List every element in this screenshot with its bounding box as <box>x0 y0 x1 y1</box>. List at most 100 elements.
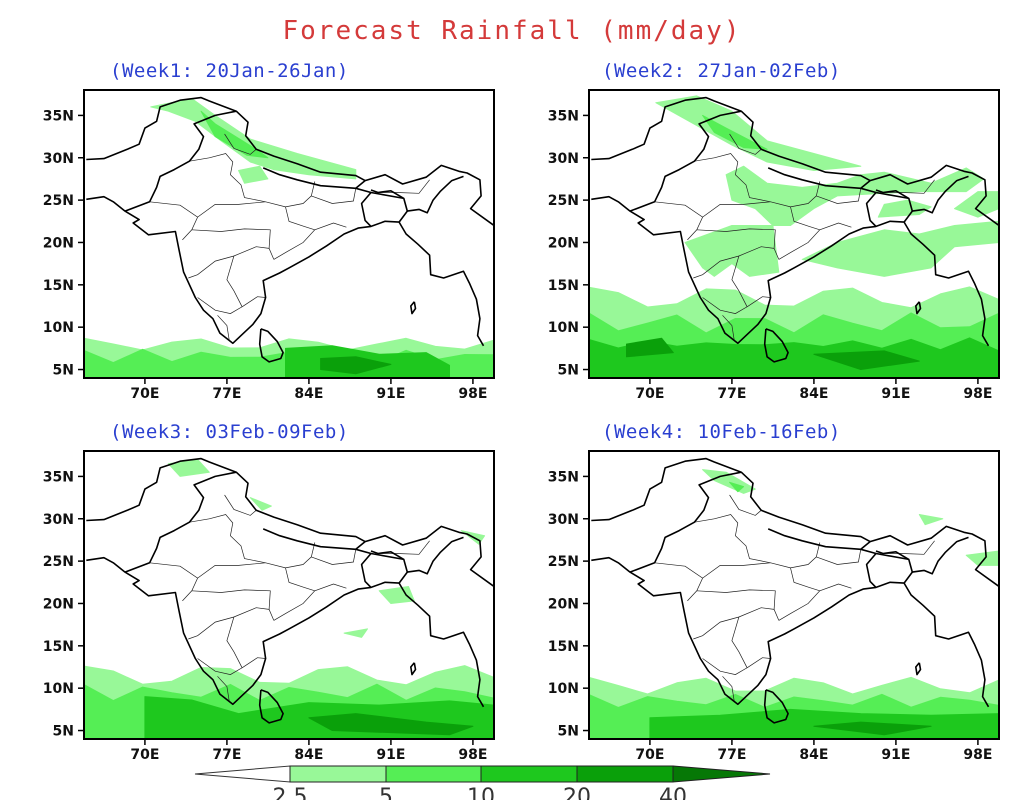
state-boundary <box>217 315 230 341</box>
rainfall-area <box>729 481 745 493</box>
lon-tick-label: 77E <box>717 386 746 402</box>
rainfall-area <box>238 165 269 184</box>
state-boundary <box>696 589 780 621</box>
lat-tick-label: 5N <box>53 724 74 740</box>
state-boundary <box>224 133 257 155</box>
state-boundary <box>188 246 270 279</box>
state-boundary <box>778 222 852 260</box>
rainfall-area <box>589 337 999 378</box>
state-boundary <box>191 589 275 621</box>
country-boundary <box>407 536 464 575</box>
rainfall-area <box>801 220 999 277</box>
rainfall-area <box>649 708 999 739</box>
state-boundary <box>702 562 771 579</box>
country-boundary <box>124 471 237 573</box>
map-frame <box>83 89 495 379</box>
lat-tick-label: 20N <box>548 235 579 251</box>
country-boundary <box>409 662 417 676</box>
lat-tick-label: 35N <box>548 469 579 485</box>
country-boundary <box>262 528 366 551</box>
state-boundary <box>729 133 762 155</box>
lat-tick-label: 30N <box>43 512 74 528</box>
country-boundary <box>86 556 485 708</box>
country-boundary <box>355 187 372 227</box>
country-boundary <box>914 662 922 676</box>
lat-tick-label: 15N <box>43 278 74 294</box>
state-boundary <box>197 255 243 314</box>
lat-tick-label: 5N <box>558 724 579 740</box>
rainfall-area <box>308 713 474 736</box>
state-boundary <box>189 153 316 208</box>
lon-tick-label: 70E <box>130 747 159 763</box>
lon-tick-label: 91E <box>376 747 405 763</box>
country-boundary <box>912 536 969 575</box>
rainfall-area <box>320 356 392 375</box>
lat-tick-label: 30N <box>43 151 74 167</box>
country-boundary <box>407 175 464 214</box>
panel-title-week1: (Week1: 20Jan-26Jan) <box>110 60 349 82</box>
state-boundary <box>816 188 862 204</box>
colorbar-segment <box>480 765 578 783</box>
colorbar-label: 20 <box>563 785 591 800</box>
rainfall-area <box>150 98 357 180</box>
rainfall-area <box>378 586 415 604</box>
country-boundary <box>258 328 284 363</box>
state-boundary <box>746 657 771 669</box>
lat-tick-label: 20N <box>43 235 74 251</box>
lon-tick-label: 98E <box>963 747 992 763</box>
state-boundary <box>197 201 266 218</box>
lon-tick-label: 84E <box>294 386 323 402</box>
lat-tick-label: 20N <box>548 596 579 612</box>
state-boundary <box>729 494 762 516</box>
lat-tick-label: 35N <box>43 108 74 124</box>
country-boundary <box>409 301 417 315</box>
state-boundary <box>702 616 748 675</box>
country-boundary <box>914 301 922 315</box>
lat-tick-label: 30N <box>548 151 579 167</box>
country-boundary <box>875 550 910 561</box>
country-boundary <box>370 189 405 200</box>
colorbar-segment <box>289 765 387 783</box>
country-boundary <box>860 187 877 227</box>
state-boundary <box>694 514 821 569</box>
country-boundary <box>767 528 871 551</box>
state-boundary <box>191 228 275 260</box>
colorbar-segment-below <box>194 765 291 783</box>
lat-tick-label: 20N <box>43 596 74 612</box>
lat-tick-label: 30N <box>548 512 579 528</box>
rainfall-area <box>918 514 944 526</box>
figure-title: Forecast Rainfall (mm/day) <box>282 16 742 46</box>
lon-tick-label: 84E <box>799 386 828 402</box>
country-boundary <box>591 96 999 227</box>
rainfall-area <box>343 628 368 638</box>
state-boundary <box>746 296 771 308</box>
lon-tick-label: 77E <box>212 386 241 402</box>
map-frame <box>588 450 1000 740</box>
state-boundary <box>696 228 780 260</box>
lat-tick-label: 25N <box>43 554 74 570</box>
lat-tick-label: 5N <box>558 363 579 379</box>
lon-tick-label: 91E <box>376 386 405 402</box>
state-boundary <box>273 222 347 260</box>
rainfall-area <box>249 497 272 511</box>
lon-tick-label: 91E <box>881 747 910 763</box>
country-boundary <box>258 689 284 724</box>
lon-tick-label: 77E <box>717 747 746 763</box>
lat-tick-label: 5N <box>53 363 74 379</box>
country-boundary <box>763 328 789 363</box>
country-boundary <box>370 191 409 223</box>
country-boundary <box>370 552 409 584</box>
country-boundary <box>591 195 990 347</box>
state-boundary <box>722 676 735 702</box>
rainfall-area <box>702 469 756 494</box>
lon-tick-label: 84E <box>799 747 828 763</box>
state-boundary <box>189 514 316 569</box>
map-panel-week4: 35N 30N 25N 20N 15N 10N 5N 70E 77E 84E 91E 98E <box>548 450 1000 763</box>
state-boundary <box>693 246 775 279</box>
lat-tick-label: 15N <box>548 278 579 294</box>
lat-tick-label: 15N <box>548 639 579 655</box>
lat-tick-label: 35N <box>548 108 579 124</box>
colorbar-segment-above <box>672 765 771 783</box>
state-boundary <box>285 206 315 231</box>
